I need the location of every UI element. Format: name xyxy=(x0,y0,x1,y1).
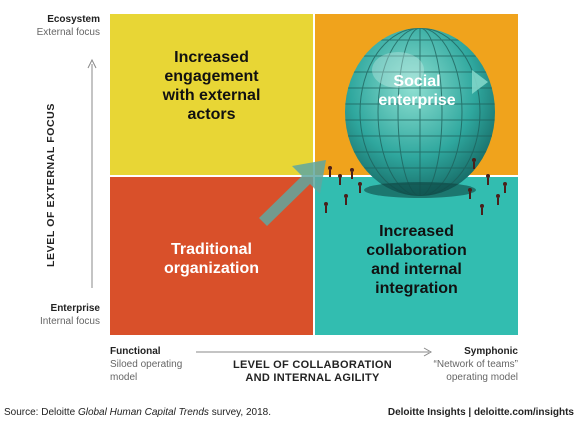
right-axis-arrow-icon xyxy=(196,347,433,357)
credit: Deloitte Insights | deloitte.com/insight… xyxy=(387,407,574,418)
source-prefix: Source: Deloitte xyxy=(4,407,78,418)
quadrant-bottom-left: Traditional organization xyxy=(110,177,313,335)
x-axis-left-title: Functional xyxy=(110,346,161,357)
y-axis-bottom-title: Enterprise xyxy=(50,303,100,314)
quadrant-bottom-right: Increased collaboration and internal int… xyxy=(315,177,518,335)
x-axis-right-title: Symphonic xyxy=(464,346,518,357)
y-axis-top-sub: External focus xyxy=(36,27,100,38)
quadrant-bottom-right-label: Increased collaboration and internal int… xyxy=(366,223,467,297)
source-suffix: survey, 2018. xyxy=(208,407,272,418)
x-axis-left-sub-2: model xyxy=(110,372,138,383)
x-axis-right-sub-1: “Network of teams” xyxy=(433,359,518,370)
quadrant-top-left-label: Increased engagement with external actor… xyxy=(162,48,261,123)
quadrant-top-left: Increased engagement with external actor… xyxy=(110,14,313,175)
y-axis: LEVEL OF EXTERNAL FOCUS xyxy=(36,70,66,300)
source-italic: Global Human Capital Trends xyxy=(77,407,209,418)
x-axis-left-sub-1: Siloed operating xyxy=(110,359,183,370)
quadrant-bottom-left-label: Traditional organization xyxy=(163,241,260,277)
source-note: Source: Deloitte Global Human Capital Tr… xyxy=(4,407,271,418)
y-axis-label: LEVEL OF EXTERNAL FOCUS xyxy=(45,103,57,267)
quadrant-top-right-label: Social enterprise xyxy=(378,73,456,109)
x-axis-right-sub-2: operating model xyxy=(446,372,518,383)
up-arrow-icon xyxy=(87,58,97,288)
y-axis-top-title: Ecosystem xyxy=(47,14,100,25)
y-axis-bottom-sub: Internal focus xyxy=(39,316,100,327)
x-axis-label: LEVEL OF COLLABORATION AND INTERNAL AGIL… xyxy=(233,359,392,384)
